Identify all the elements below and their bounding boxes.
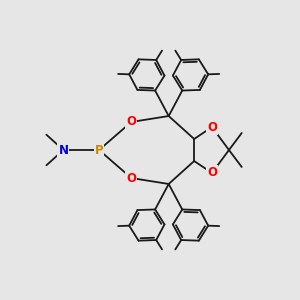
Text: N: N: [58, 143, 68, 157]
Text: P: P: [95, 143, 103, 157]
Text: O: O: [126, 116, 136, 128]
Text: O: O: [126, 172, 136, 184]
Text: O: O: [207, 167, 217, 179]
Text: O: O: [207, 121, 217, 134]
